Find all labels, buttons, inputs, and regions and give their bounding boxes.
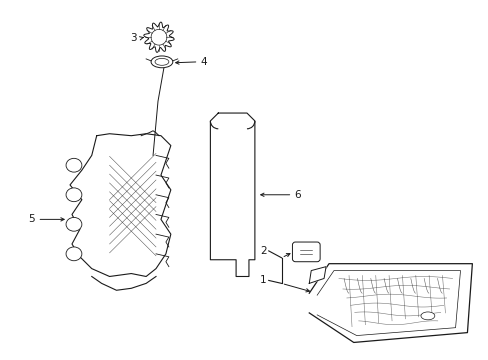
Text: 2: 2 [260, 246, 266, 256]
Text: 6: 6 [294, 190, 301, 200]
FancyBboxPatch shape [292, 242, 320, 262]
Polygon shape [308, 267, 325, 283]
Ellipse shape [66, 247, 81, 261]
Text: 1: 1 [260, 275, 266, 285]
Ellipse shape [155, 58, 168, 65]
Text: 3: 3 [130, 33, 137, 43]
Ellipse shape [66, 158, 81, 172]
Text: 5: 5 [28, 215, 34, 224]
Polygon shape [70, 134, 170, 276]
Ellipse shape [66, 217, 81, 231]
Polygon shape [308, 264, 471, 342]
Ellipse shape [66, 188, 81, 202]
Ellipse shape [151, 56, 172, 68]
Ellipse shape [420, 312, 434, 320]
Text: 4: 4 [200, 57, 207, 67]
Polygon shape [210, 113, 254, 276]
Polygon shape [143, 22, 174, 52]
